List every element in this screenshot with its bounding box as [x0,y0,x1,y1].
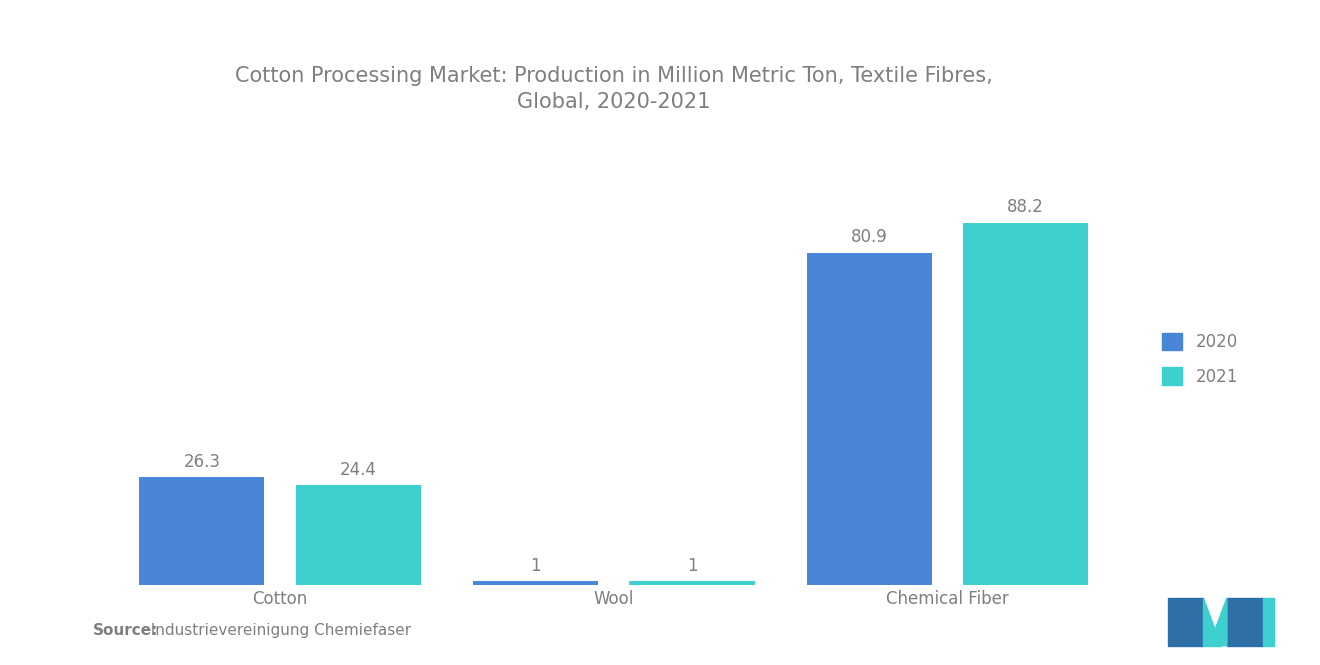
Text: 80.9: 80.9 [851,229,887,247]
Text: 1: 1 [531,557,541,575]
Polygon shape [1262,598,1274,646]
Text: 88.2: 88.2 [1007,198,1044,216]
Text: 1: 1 [686,557,697,575]
Bar [630,581,755,585]
Text: 24.4: 24.4 [339,461,376,479]
Legend: 2020, 2021: 2020, 2021 [1154,325,1246,394]
Polygon shape [1226,598,1262,646]
Bar [140,477,264,585]
Bar [296,485,421,585]
Bar [473,581,598,585]
Title: Cotton Processing Market: Production in Million Metric Ton, Textile Fibres,
Glob: Cotton Processing Market: Production in … [235,66,993,112]
Polygon shape [1209,598,1226,646]
Text: Source:: Source: [92,623,158,638]
Bar [807,253,932,585]
Text: 26.3: 26.3 [183,453,220,471]
Text: Industrievereinigung Chemiefaser: Industrievereinigung Chemiefaser [141,623,412,638]
Polygon shape [1203,598,1221,646]
Polygon shape [1167,598,1203,646]
Bar [964,223,1088,585]
